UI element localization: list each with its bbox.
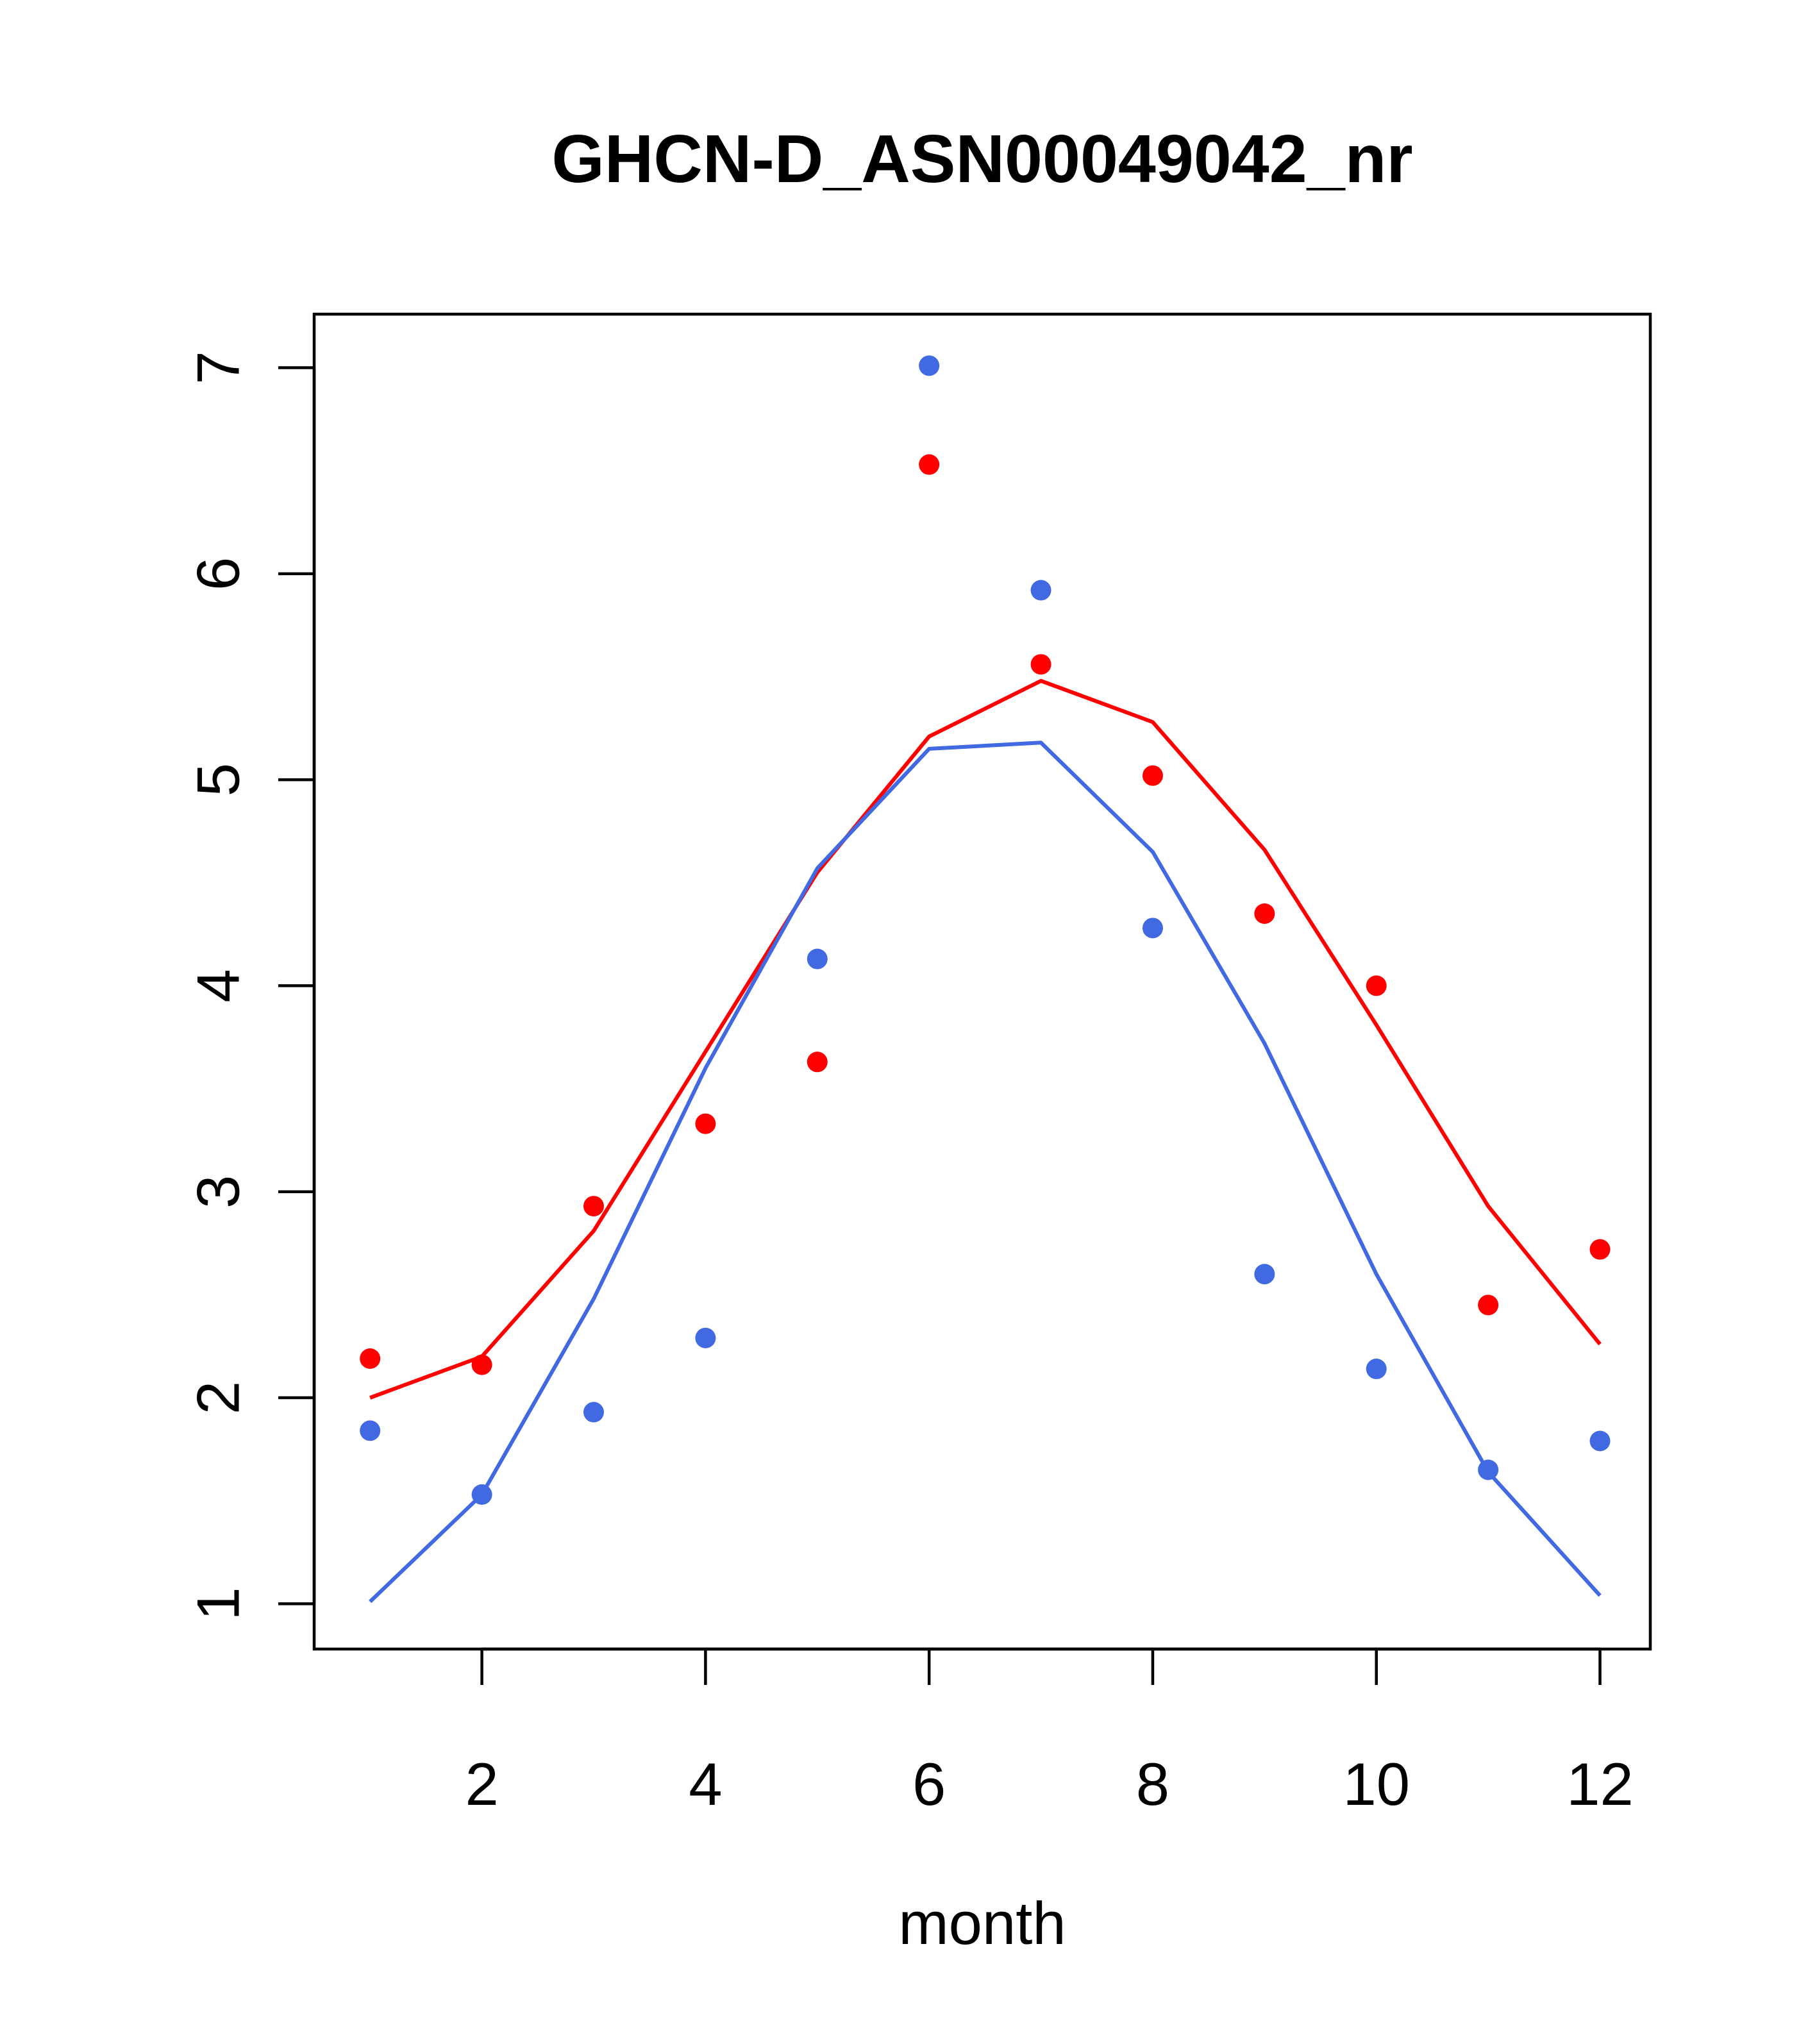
series-1-point xyxy=(1366,975,1387,996)
series-1-point xyxy=(807,1051,828,1073)
series-2-point xyxy=(1589,1430,1611,1452)
series-2-point xyxy=(1366,1359,1387,1380)
series-2-point xyxy=(919,355,940,376)
series-2-point xyxy=(471,1484,492,1505)
series-2-point xyxy=(695,1327,716,1348)
x-tick-label: 6 xyxy=(912,1750,946,1818)
y-tick-label: 2 xyxy=(185,1381,252,1414)
x-tick-label: 4 xyxy=(689,1750,722,1818)
series-1-point xyxy=(1030,654,1051,675)
series-1-point xyxy=(695,1113,716,1134)
series-1-point xyxy=(583,1196,604,1217)
series-line-1 xyxy=(369,678,1602,1400)
series-points xyxy=(360,355,1611,1505)
series-1-point xyxy=(919,454,940,475)
chart-title: GHCN-D_ASN00049042_nr xyxy=(551,121,1412,197)
x-axis-title: month xyxy=(898,1889,1066,1957)
x-tick-label: 10 xyxy=(1343,1750,1410,1818)
y-tick-label: 5 xyxy=(185,763,252,796)
plot-frame xyxy=(312,312,1652,1651)
series-1-point xyxy=(1589,1239,1611,1260)
series-1-point xyxy=(360,1348,381,1369)
series-1-point xyxy=(1142,765,1163,786)
series-2-point xyxy=(583,1402,604,1423)
series-2-point xyxy=(1254,1264,1275,1285)
series-1-point xyxy=(1478,1294,1499,1316)
series-1-point xyxy=(471,1354,492,1375)
series-line-2 xyxy=(369,741,1602,1604)
y-tick-label: 4 xyxy=(185,969,252,1002)
y-tick-label: 7 xyxy=(185,351,252,384)
series-2-point xyxy=(807,948,828,969)
series-2-point xyxy=(1478,1459,1499,1480)
x-tick-label: 8 xyxy=(1136,1750,1169,1818)
x-tick-label: 12 xyxy=(1566,1750,1634,1818)
y-tick-label: 3 xyxy=(185,1175,252,1209)
series-lines xyxy=(369,678,1602,1604)
y-tick-label: 1 xyxy=(185,1587,252,1620)
y-tick-label: 6 xyxy=(185,557,252,591)
y-axis: 1 2 3 4 5 6 7 xyxy=(185,351,316,1620)
series-2-point xyxy=(1030,580,1051,601)
series-2-point xyxy=(360,1420,381,1441)
series-2-point xyxy=(1142,917,1163,939)
series-1-point xyxy=(1254,903,1275,924)
x-tick-label: 2 xyxy=(465,1750,498,1818)
